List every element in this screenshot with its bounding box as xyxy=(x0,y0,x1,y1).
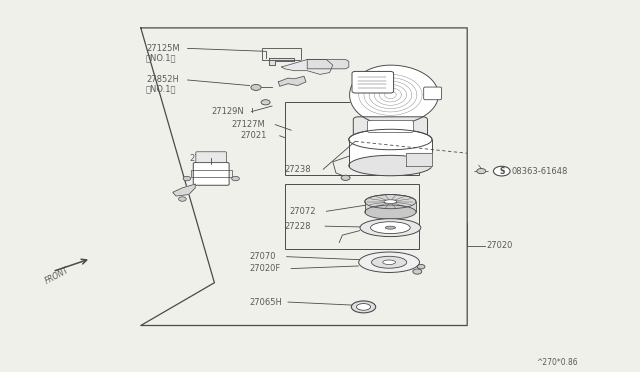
Circle shape xyxy=(232,176,239,181)
Polygon shape xyxy=(173,184,195,196)
FancyBboxPatch shape xyxy=(353,117,428,136)
Text: ^270*0.86: ^270*0.86 xyxy=(536,358,578,367)
Polygon shape xyxy=(269,58,294,65)
Polygon shape xyxy=(282,60,333,74)
Ellipse shape xyxy=(385,226,396,229)
Circle shape xyxy=(493,166,510,176)
Text: 27852H: 27852H xyxy=(146,76,179,84)
Circle shape xyxy=(179,197,186,201)
Ellipse shape xyxy=(349,129,432,150)
Text: （NO.1）: （NO.1） xyxy=(146,53,177,62)
Polygon shape xyxy=(307,60,349,69)
Text: 08363-61648: 08363-61648 xyxy=(512,167,568,176)
Polygon shape xyxy=(406,153,432,166)
Circle shape xyxy=(183,176,191,181)
Text: S: S xyxy=(499,167,504,176)
FancyBboxPatch shape xyxy=(193,163,229,185)
Bar xyxy=(285,184,419,249)
Text: 27020F: 27020F xyxy=(250,264,281,273)
Ellipse shape xyxy=(349,155,432,176)
Text: 27129N: 27129N xyxy=(211,107,244,116)
FancyBboxPatch shape xyxy=(196,152,227,163)
Text: （NO.1）: （NO.1） xyxy=(146,85,177,94)
Circle shape xyxy=(251,84,261,90)
Circle shape xyxy=(413,269,422,274)
Bar xyxy=(191,170,232,177)
Ellipse shape xyxy=(365,205,416,219)
FancyBboxPatch shape xyxy=(352,71,394,93)
Bar xyxy=(262,48,301,60)
Ellipse shape xyxy=(360,219,421,237)
Polygon shape xyxy=(349,65,438,125)
Circle shape xyxy=(341,175,350,180)
Ellipse shape xyxy=(365,195,416,209)
Circle shape xyxy=(477,169,486,174)
Ellipse shape xyxy=(371,256,407,268)
Bar xyxy=(349,140,432,166)
Polygon shape xyxy=(278,76,306,86)
Ellipse shape xyxy=(359,252,420,272)
Text: 27238: 27238 xyxy=(285,165,312,174)
FancyBboxPatch shape xyxy=(424,87,442,100)
Ellipse shape xyxy=(384,200,397,203)
Text: 27080: 27080 xyxy=(189,154,216,163)
Ellipse shape xyxy=(356,304,371,310)
Text: 27020: 27020 xyxy=(486,241,513,250)
Text: 27127M: 27127M xyxy=(232,120,266,129)
Text: 27021: 27021 xyxy=(240,131,266,140)
Text: 27070: 27070 xyxy=(250,252,276,261)
Text: 27072: 27072 xyxy=(289,207,316,216)
Ellipse shape xyxy=(371,222,410,234)
Text: FRONT: FRONT xyxy=(44,266,70,286)
FancyBboxPatch shape xyxy=(367,121,413,132)
Ellipse shape xyxy=(383,260,396,264)
Text: 27125M: 27125M xyxy=(146,44,180,53)
Bar xyxy=(285,102,419,175)
Text: 27065H: 27065H xyxy=(250,298,282,307)
Ellipse shape xyxy=(351,301,376,313)
Circle shape xyxy=(417,264,425,269)
Text: 27228: 27228 xyxy=(285,222,311,231)
Bar xyxy=(365,202,416,212)
Circle shape xyxy=(261,100,270,105)
